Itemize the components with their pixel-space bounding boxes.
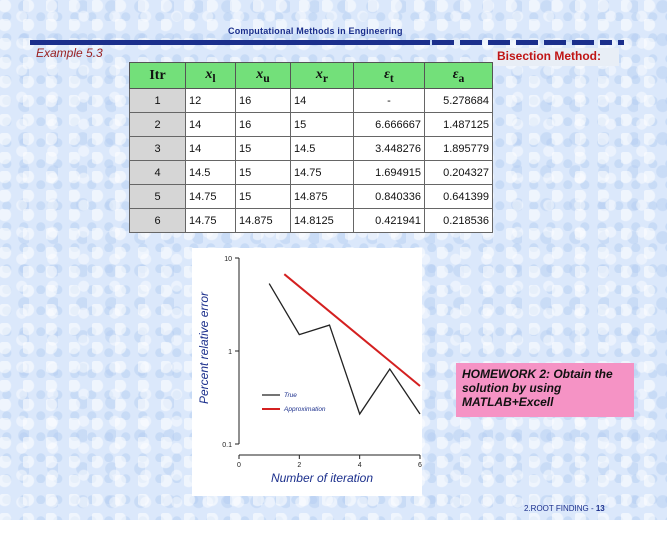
table-cell: 5.278684 <box>424 88 493 113</box>
table-row: 1 12 16 14-5.278684 <box>129 88 493 113</box>
itr-cell: 3 <box>129 136 186 161</box>
table-row: 6 14.75 14.875 14.8125 0.421941 0.218536 <box>129 208 493 233</box>
table-cell: 1.487125 <box>424 112 493 137</box>
table-cell: 3.448276 <box>353 136 425 161</box>
slide: Computational Methods in Engineering Exa… <box>0 0 667 520</box>
footer-section: 2.ROOT FINDING - <box>524 504 596 513</box>
series-line-approximation <box>283 273 421 387</box>
table-cell: 15 <box>235 160 291 185</box>
header-itr: Itr <box>129 62 186 89</box>
table-cell: 6.666667 <box>353 112 425 137</box>
x-tick-label: 6 <box>418 462 422 469</box>
table-cell: 14 <box>185 136 236 161</box>
series-line-true <box>268 283 421 416</box>
table-row: 4 14.5 15 14.75 1.694915 0.204327 <box>129 160 493 185</box>
table-cell: 14.875 <box>290 184 354 209</box>
table-cell: 14.875 <box>235 208 291 233</box>
y-tick-label: 1 <box>228 349 232 356</box>
error-chart: Percent relative error Number of iterati… <box>192 248 422 496</box>
legend-label: True <box>284 392 297 399</box>
table-cell: 12 <box>185 88 236 113</box>
table-cell: 0.218536 <box>424 208 493 233</box>
y-axis-label: Percent relative error <box>197 291 211 404</box>
table-cell: 14.5 <box>290 136 354 161</box>
table-cell: 14.75 <box>185 184 236 209</box>
header-et: εt <box>353 62 425 89</box>
header-xl: xl <box>185 62 236 89</box>
table-cell: 14 <box>290 88 354 113</box>
table-cell: 14.75 <box>290 160 354 185</box>
itr-cell: 2 <box>129 112 186 137</box>
table-cell: 0.204327 <box>424 160 493 185</box>
table-cell: 15 <box>235 136 291 161</box>
table-cell: 0.840336 <box>353 184 425 209</box>
itr-cell: 4 <box>129 160 186 185</box>
section-title: Bisection Method: <box>493 48 619 66</box>
x-tick-label: 0 <box>237 462 241 469</box>
table-cell: 16 <box>235 112 291 137</box>
table-row: 3 14 15 14.5 3.448276 1.895779 <box>129 136 493 161</box>
y-tick-label: 10 <box>224 256 232 263</box>
chart-svg: Percent relative error Number of iterati… <box>197 256 422 485</box>
table-cell: 14.8125 <box>290 208 354 233</box>
table-cell: 14.5 <box>185 160 236 185</box>
table-cell: 0.421941 <box>353 208 425 233</box>
course-title: Computational Methods in Engineering <box>228 26 403 36</box>
header-xu: xu <box>235 62 291 89</box>
table-cell: 1.694915 <box>353 160 425 185</box>
itr-cell: 1 <box>129 88 186 113</box>
example-label: Example 5.3 <box>36 46 103 60</box>
homework-note: HOMEWORK 2: Obtain the solution by using… <box>456 363 634 417</box>
header-xr: xr <box>290 62 354 89</box>
legend-label: Approximation <box>283 406 326 413</box>
itr-cell: 5 <box>129 184 186 209</box>
table-cell: 16 <box>235 88 291 113</box>
table-cell: - <box>353 88 425 113</box>
table-cell: 14.75 <box>185 208 236 233</box>
table-row: 2 14 16 15 6.666667 1.487125 <box>129 112 493 137</box>
itr-cell: 6 <box>129 208 186 233</box>
table-cell: 15 <box>290 112 354 137</box>
table-body: 1 12 16 14-5.278684 2 14 16 15 6.666667 1.487125 3… <box>129 88 493 233</box>
x-axis-label: Number of iteration <box>271 471 373 485</box>
page-number: 13 <box>595 504 605 513</box>
footer: 2.ROOT FINDING - 13 <box>524 504 605 513</box>
table-row: 5 14.75 15 14.875 0.840336 0.641399 <box>129 184 493 209</box>
table-cell: 1.895779 <box>424 136 493 161</box>
bisection-table: Itr xl xu xr εt εa 1 12 16 14-5.278684 2 14 16… <box>129 62 493 233</box>
table-header-row: Itr xl xu xr εt εa <box>129 62 493 89</box>
x-tick-label: 4 <box>358 462 362 469</box>
header-ea: εa <box>424 62 493 89</box>
y-tick-label: 0.1 <box>222 442 232 449</box>
table-cell: 14 <box>185 112 236 137</box>
table-cell: 15 <box>235 184 291 209</box>
header-dashes <box>432 40 632 45</box>
x-tick-label: 2 <box>297 462 301 469</box>
header-rule <box>30 40 430 45</box>
table-cell: 0.641399 <box>424 184 493 209</box>
